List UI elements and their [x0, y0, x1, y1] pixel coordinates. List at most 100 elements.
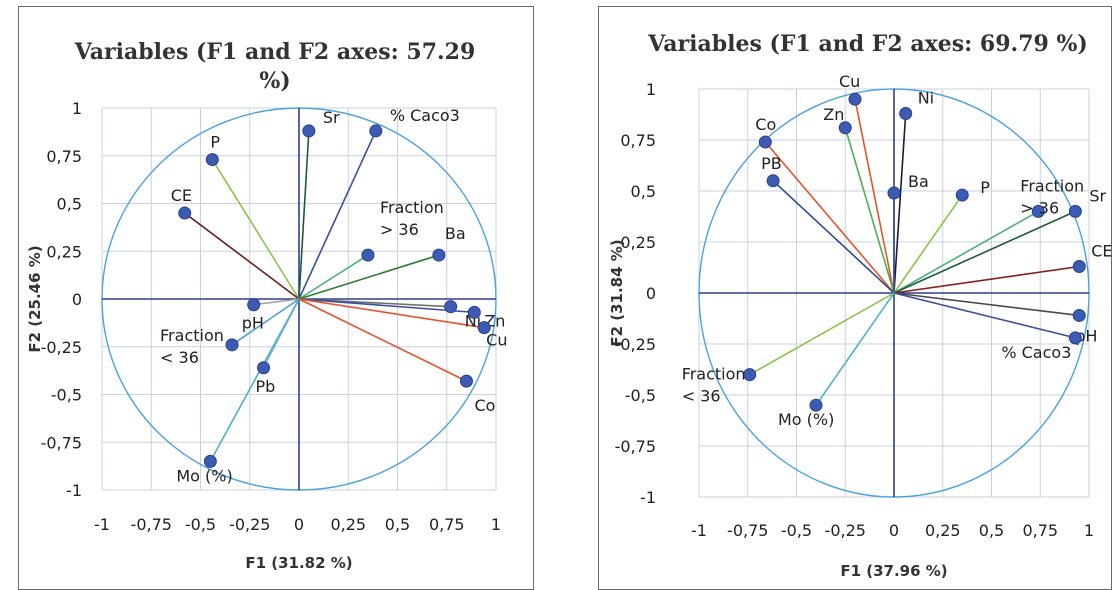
- variable-point: [1072, 259, 1086, 273]
- variable-label: % Caco3: [1001, 343, 1071, 362]
- x-tick-label: 0,5: [385, 515, 410, 534]
- vector-line: [854, 99, 895, 294]
- chart-plot-right: -1 -0,75 -0,5 -0,25 0 0,25 0,5 0,75 1 1 0,75 0,5 0,2…: [608, 72, 1112, 580]
- y-tick-label: 0,5: [57, 195, 82, 214]
- vector-line: [298, 298, 485, 329]
- variable-point: [467, 305, 481, 319]
- vector-line: [298, 254, 369, 300]
- variable-label: Mo (%): [778, 410, 834, 429]
- x-tick-label: 1: [1084, 521, 1094, 540]
- x-tick-label: -0,75: [131, 515, 172, 534]
- variable-point: [257, 361, 271, 375]
- x-tick-label: 0,25: [330, 515, 366, 534]
- variable-point: [247, 298, 261, 312]
- x-tick-label: 0,75: [1022, 521, 1058, 540]
- vector-line: [298, 130, 310, 300]
- x-tick-label: 0: [294, 515, 304, 534]
- variable-point: [766, 174, 780, 188]
- vector-line: [209, 298, 300, 462]
- variable-label: Pb: [256, 377, 276, 396]
- y-tick-label: 1: [646, 80, 656, 99]
- y-axis-label: F2 (25.46 %): [26, 245, 44, 352]
- variable-label: Co: [474, 396, 495, 415]
- variable-label: Fraction > 36: [1020, 176, 1084, 217]
- variable-point: [477, 321, 491, 335]
- vector-line: [772, 180, 895, 294]
- y-tick-label: -0,75: [615, 437, 656, 456]
- y-tick-label: 0: [72, 290, 82, 309]
- variable-point: [809, 398, 823, 412]
- vector-line: [231, 298, 300, 346]
- chart-panel-right: Variables (F1 and F2 axes: 69.79 %) -1 -0…: [598, 0, 1112, 590]
- vector-line: [815, 292, 895, 406]
- variable-label: CE: [1091, 241, 1112, 260]
- variable-point: [203, 454, 217, 468]
- variable-label: P: [980, 178, 990, 197]
- chart-title: Variables (F1 and F2 axes: 57.29 %): [74, 39, 476, 94]
- variable-point: [1068, 331, 1082, 345]
- vector-line: [749, 292, 895, 376]
- vector-line: [844, 127, 895, 294]
- variable-point: [225, 338, 239, 352]
- y-tick-label: 0: [646, 284, 656, 303]
- variable-point: [1031, 204, 1045, 218]
- x-tick-label: 0,75: [429, 515, 465, 534]
- y-tick-label: -0,25: [41, 338, 82, 357]
- variable-point: [369, 124, 383, 138]
- variable-point: [838, 121, 852, 135]
- variable-point: [459, 374, 473, 388]
- vector-line: [893, 194, 963, 294]
- variable-label: pH: [242, 314, 264, 333]
- x-tick-label: -1: [691, 521, 707, 540]
- variable-label: Ba: [908, 172, 929, 191]
- variable-point: [205, 153, 219, 167]
- variable-label: P: [210, 133, 220, 152]
- y-tick-label: 0,25: [46, 242, 82, 261]
- x-tick-label: -1: [94, 515, 110, 534]
- x-axis-label: F1 (31.82 %): [245, 554, 352, 572]
- variable-label: Fraction < 36: [160, 326, 224, 367]
- vector-line: [893, 292, 1080, 317]
- variable-label: CE: [171, 186, 192, 205]
- y-axis-label: F2 (31.84 %): [608, 239, 626, 346]
- variable-point: [758, 135, 772, 149]
- variable-label: Sr: [1089, 186, 1106, 205]
- variable-label: Cu: [839, 72, 860, 91]
- y-tick-label: -0,5: [625, 386, 656, 405]
- variable-point: [361, 248, 375, 262]
- variable-label: Fraction < 36: [682, 365, 746, 406]
- vector-line: [211, 159, 300, 300]
- variable-label: Co: [755, 115, 776, 134]
- y-tick-label: -1: [640, 488, 656, 507]
- vector-line: [893, 265, 1080, 294]
- variable-label: Mo (%): [176, 466, 232, 485]
- variable-label: Zn: [823, 105, 844, 124]
- variable-label: PB: [761, 154, 782, 173]
- variable-label: Sr: [323, 108, 340, 127]
- x-axis-label: F1 (37.96 %): [840, 562, 947, 580]
- chart-title: Variables (F1 and F2 axes: 69.79 %): [648, 31, 1088, 57]
- x-tick-label: 0,5: [979, 521, 1004, 540]
- variable-label: Cu: [486, 331, 507, 350]
- vector-line: [893, 210, 1076, 294]
- variable-point: [1072, 308, 1086, 322]
- y-tick-label: 0,5: [631, 182, 656, 201]
- variable-point: [178, 206, 192, 220]
- vector-line: [298, 254, 440, 300]
- y-tick-label: 0,75: [620, 131, 656, 150]
- vector-line: [893, 113, 907, 294]
- x-tick-label: -0,25: [229, 515, 270, 534]
- x-tick-label: -0,5: [185, 515, 216, 534]
- variable-point: [899, 106, 913, 120]
- y-tick-label: 1: [72, 99, 82, 118]
- x-tick-label: -0,5: [781, 521, 812, 540]
- variable-label: % Caco3: [390, 106, 460, 125]
- vector-line: [764, 141, 895, 294]
- vector-line: [298, 298, 467, 382]
- y-tick-label: 0,25: [620, 233, 656, 252]
- y-tick-label: -0,75: [41, 433, 82, 452]
- variable-point: [848, 92, 862, 106]
- vector-line: [298, 298, 475, 314]
- x-tick-label: -0,75: [727, 521, 768, 540]
- vector-line: [893, 292, 1076, 339]
